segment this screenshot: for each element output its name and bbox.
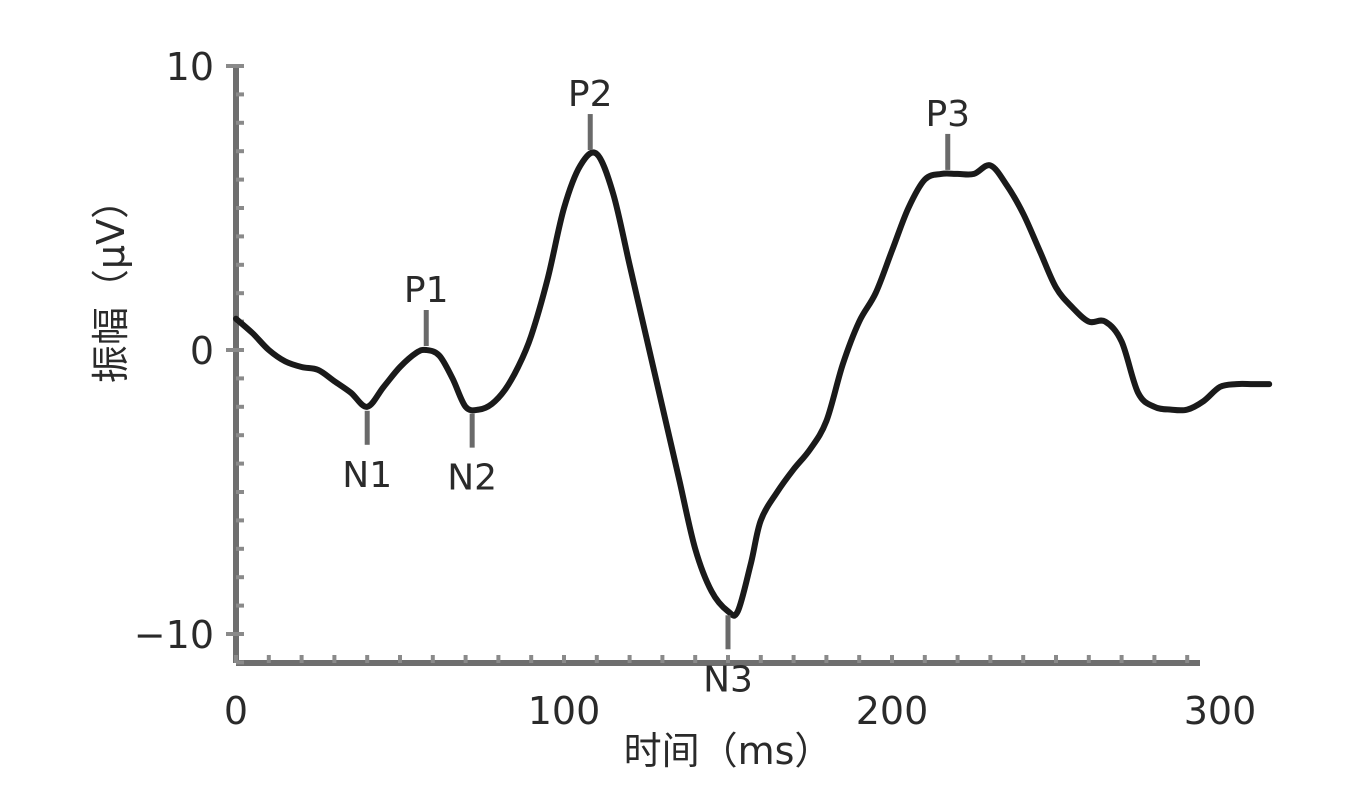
peak-n1: N1 — [342, 410, 392, 496]
axes — [233, 64, 1200, 666]
peak-annotations: N1 P1 N2 P2 N3 P3 — [342, 74, 970, 700]
peak-label: N3 — [703, 659, 753, 700]
series-group — [233, 149, 1273, 619]
peak-n3: N3 — [703, 615, 753, 700]
y-axis-title: 振幅（μV） — [89, 181, 133, 383]
peak-label: P2 — [568, 74, 613, 115]
peak-n2: N2 — [447, 413, 497, 499]
peak-p1: P1 — [404, 270, 449, 346]
y-tick-label: 10 — [166, 45, 214, 89]
x-minor-ticks — [234, 655, 1190, 663]
x-tick-label: 0 — [224, 689, 248, 733]
y-tick-label: 0 — [190, 329, 214, 373]
x-axis-title: 时间（ms） — [624, 729, 833, 773]
x-tick-label: 200 — [856, 689, 929, 733]
y-tick-label: −10 — [134, 613, 214, 657]
peak-label: P3 — [925, 94, 970, 135]
peak-p2: P2 — [568, 74, 613, 151]
x-tick-labels: 0 100 200 300 — [224, 689, 1256, 733]
y-tick-labels: 10 0 −10 — [134, 45, 236, 657]
erp-waveform-line — [233, 149, 1273, 619]
peak-label: N1 — [342, 455, 392, 496]
peak-label: P1 — [404, 270, 449, 311]
peak-label: N2 — [447, 458, 497, 499]
peak-p3: P3 — [925, 94, 970, 170]
x-tick-label: 100 — [528, 689, 601, 733]
x-tick-label: 300 — [1184, 689, 1257, 733]
